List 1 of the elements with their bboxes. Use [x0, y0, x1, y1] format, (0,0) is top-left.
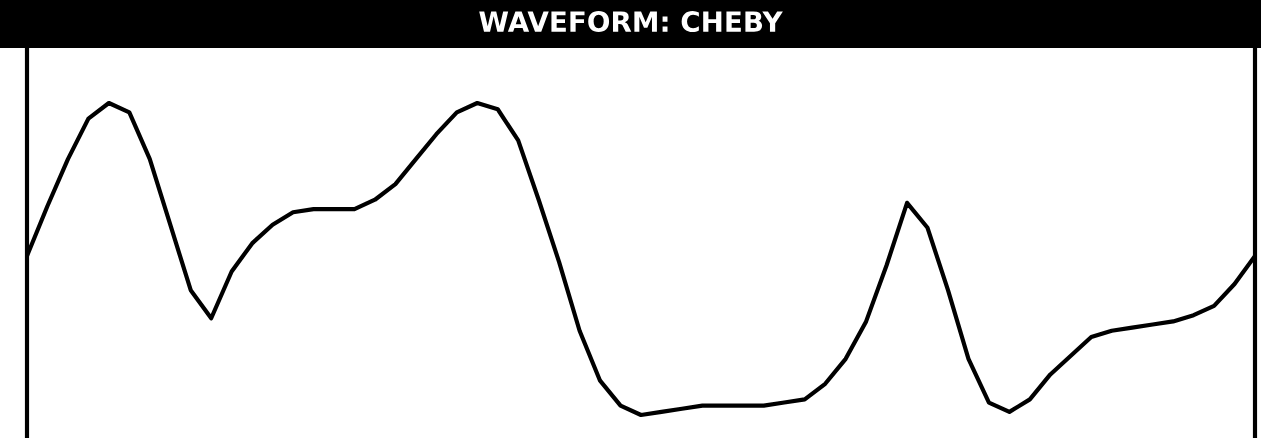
chart-title: WAVEFORM: CHEBY [479, 11, 783, 33]
